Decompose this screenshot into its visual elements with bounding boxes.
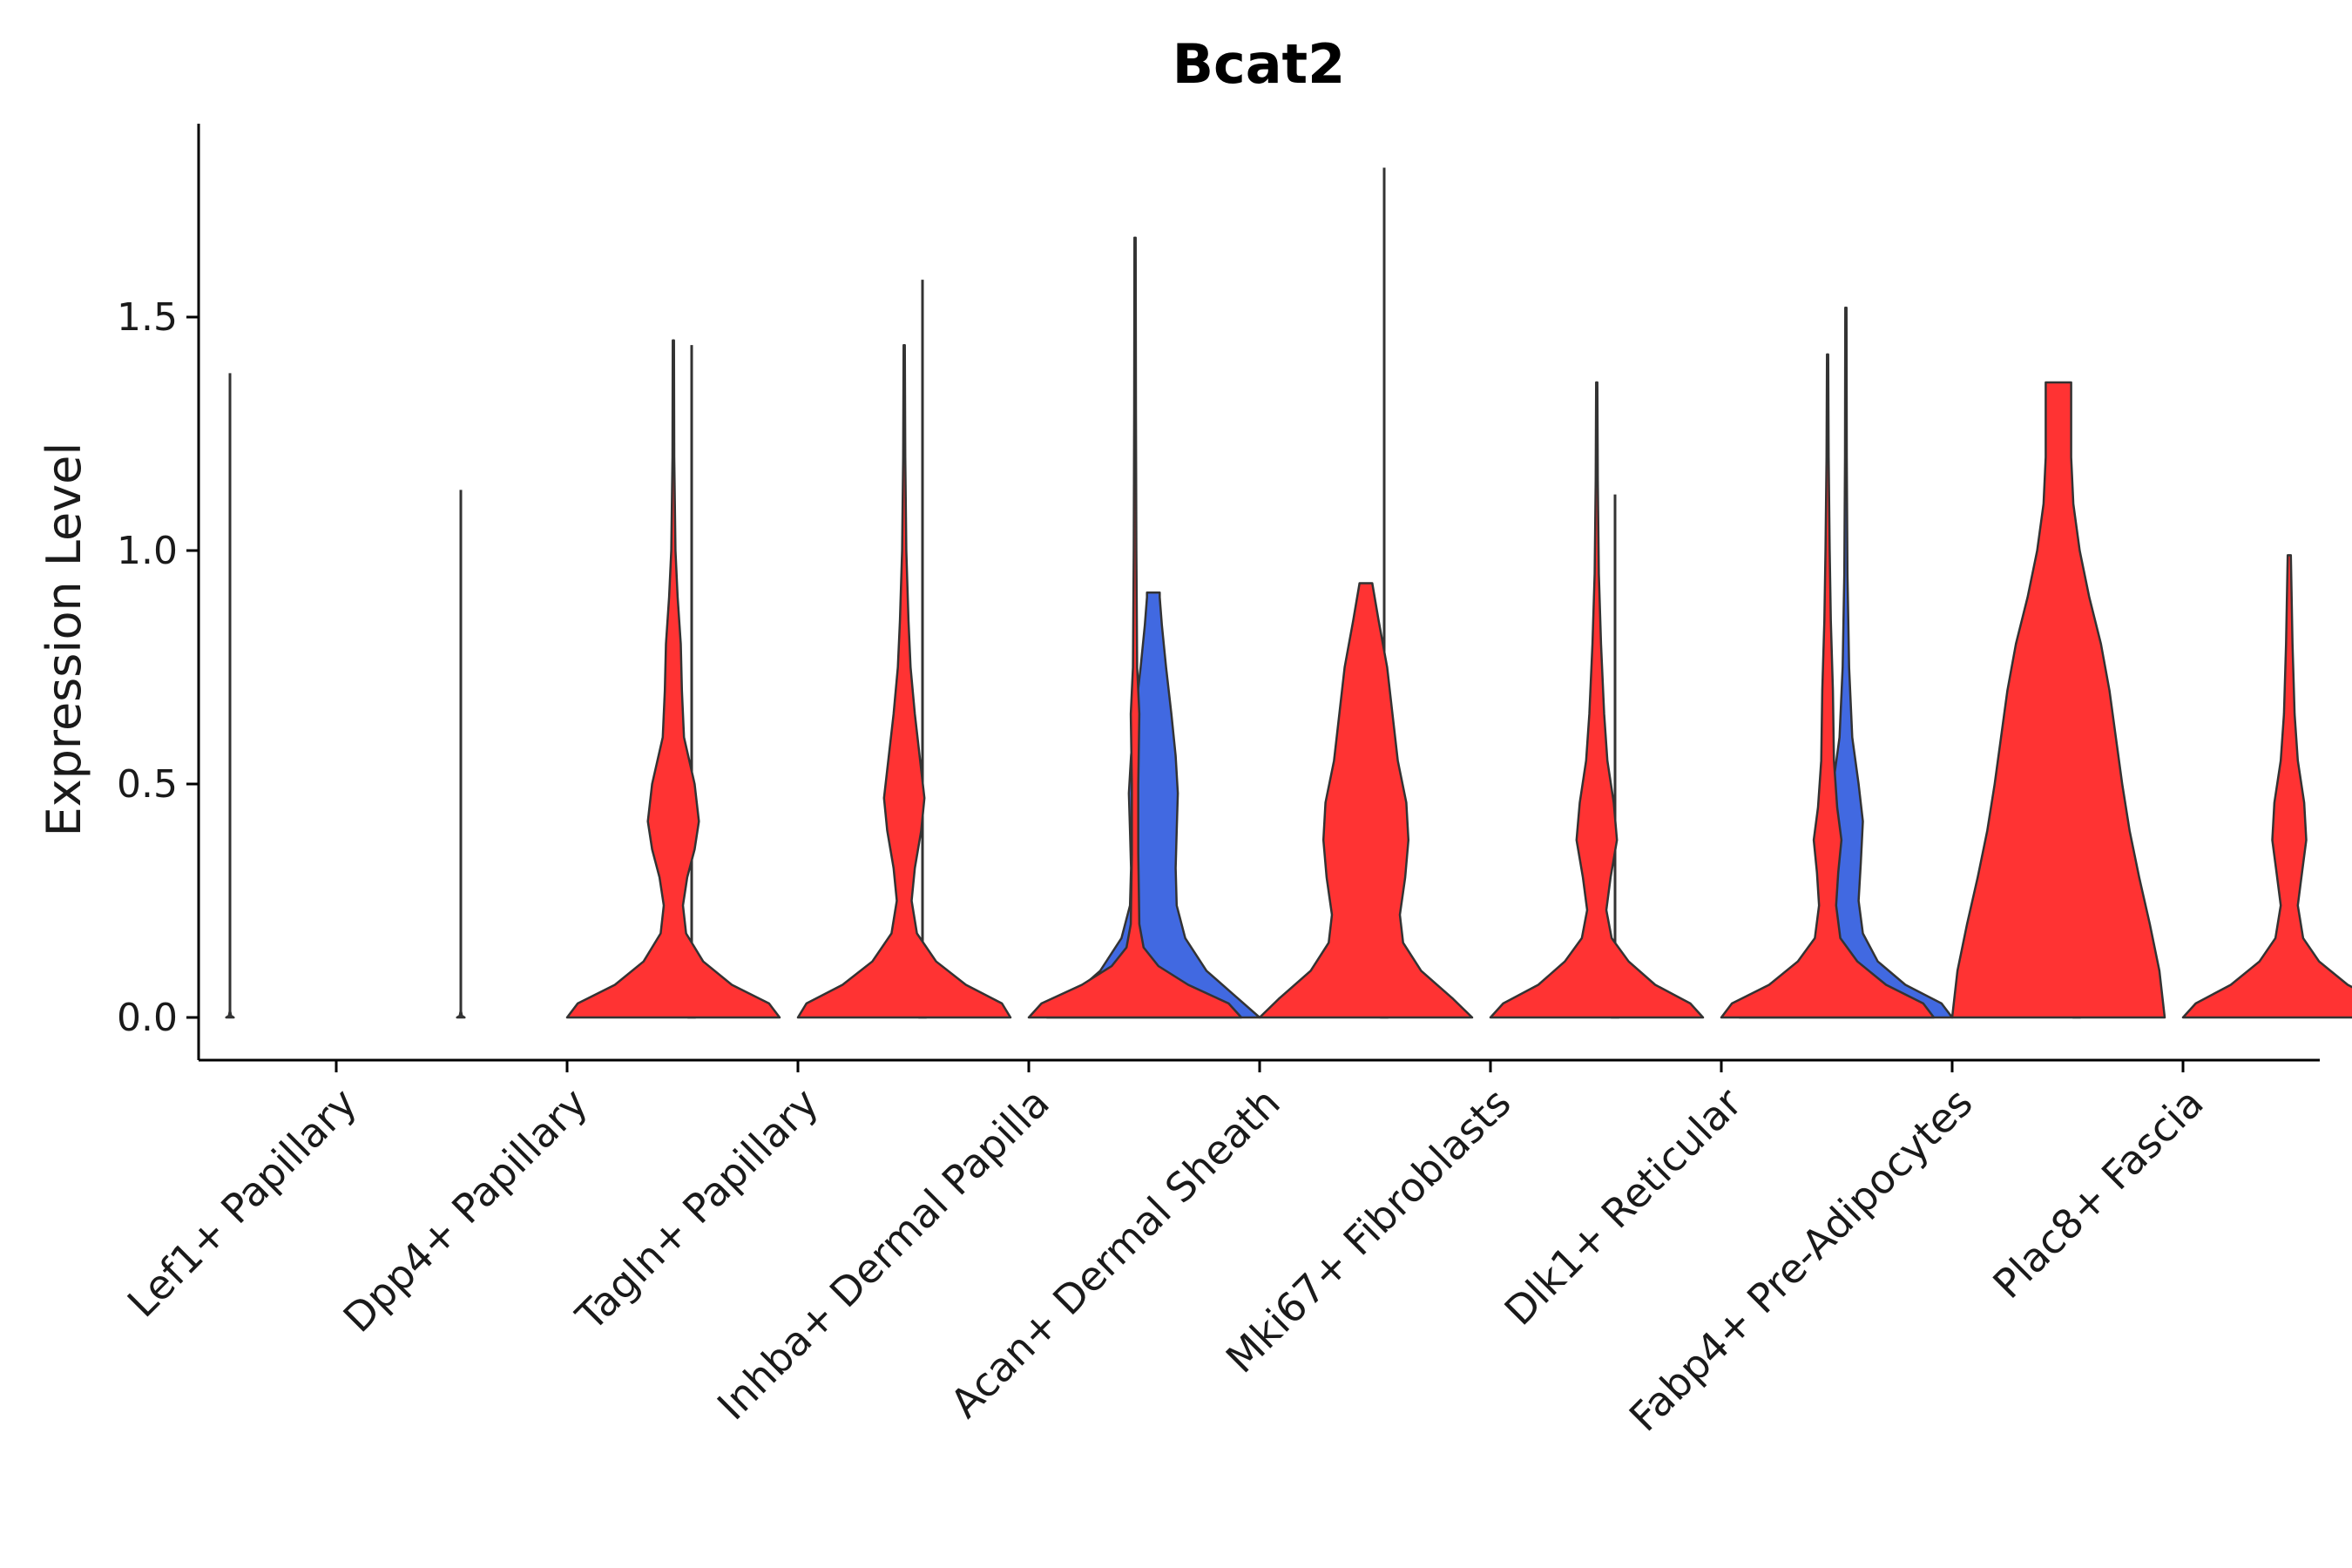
violin-body <box>1490 382 1703 1017</box>
violin-body <box>2183 555 2352 1017</box>
x-tick-label: Plac8+ Fascia <box>1984 1079 2212 1308</box>
violin-red-7 <box>1721 355 1934 1017</box>
violin-blue-3 <box>688 345 696 1017</box>
y-tick-label: 1.0 <box>117 529 178 573</box>
x-tick-label: Tagln+ Papillary <box>566 1079 828 1341</box>
y-ticks-layer: 0.0 0.5 1.0 1.5 <box>117 295 199 1040</box>
violin-red-2 <box>567 341 780 1017</box>
violin-body <box>226 1012 234 1017</box>
chart-title: Bcat2 <box>1173 32 1346 96</box>
y-tick-label: 0.0 <box>117 996 178 1040</box>
y-tick-label: 0.5 <box>117 762 178 807</box>
violin-body <box>798 345 1010 1017</box>
violin-chart: Bcat2 Expression Level 0.0 0.5 1.0 1.5 Lef1… <box>0 0 2352 1568</box>
violin-body <box>567 341 780 1017</box>
violin-body <box>1047 592 1260 1017</box>
x-tick-label: Lef1+ Papillary <box>118 1079 366 1327</box>
violin-red-4 <box>1029 238 1241 1017</box>
violin-body <box>1029 238 1241 1017</box>
violin-blue-4 <box>919 280 927 1017</box>
violin-red-3 <box>798 345 1010 1017</box>
violins-layer <box>226 167 2352 1017</box>
violin-body <box>457 1012 465 1017</box>
violin-red-5 <box>1260 584 1472 1018</box>
violin-blue-8 <box>1740 308 1952 1017</box>
y-axis-title: Expression Level <box>37 443 91 837</box>
x-tick-label: Dpp4+ Papillary <box>335 1079 597 1342</box>
violin-blue-5 <box>1047 592 1260 1017</box>
x-tick-label: Dlk1+ Reticular <box>1496 1079 1751 1335</box>
violin-red-8 <box>1952 382 2165 1017</box>
violin-body <box>1260 584 1472 1018</box>
violin-blue-2 <box>457 490 465 1017</box>
violin-red-6 <box>1490 382 1703 1017</box>
violin-body <box>1952 382 2165 1017</box>
violin-body <box>1721 355 1934 1017</box>
violin-red-9 <box>2183 555 2352 1017</box>
violin-body <box>1740 308 1952 1017</box>
violin-blue-1 <box>226 373 234 1017</box>
y-tick-label: 1.5 <box>117 295 178 340</box>
